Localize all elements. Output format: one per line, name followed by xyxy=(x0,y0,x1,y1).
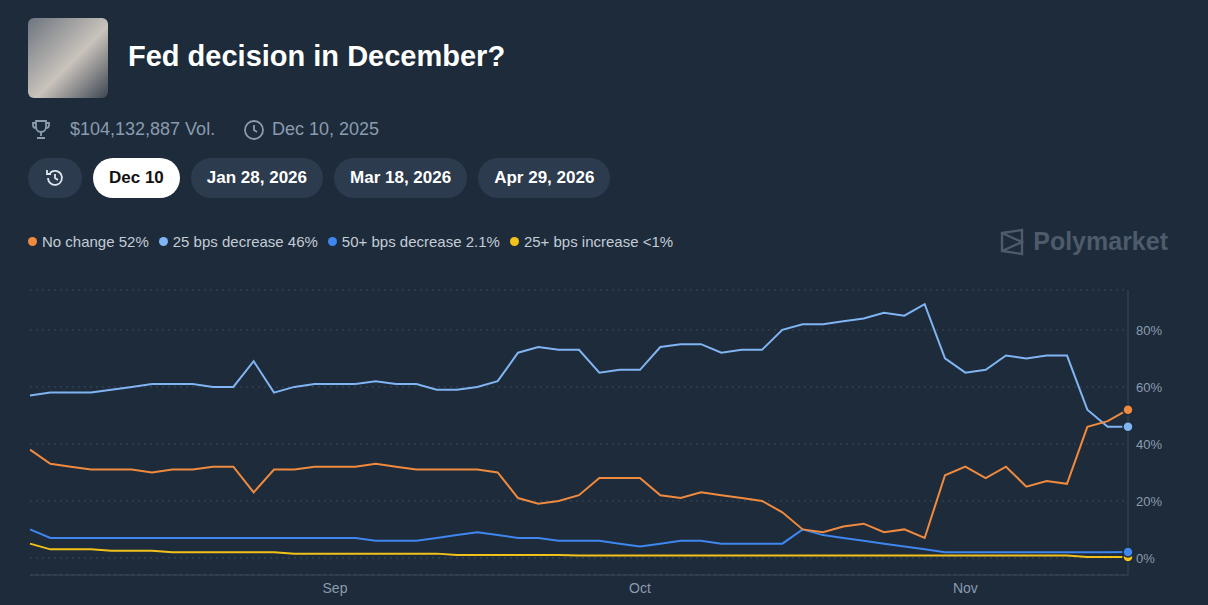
svg-text:80%: 80% xyxy=(1136,323,1162,338)
html-text:Fed decision in December?: Fed decision in December? xyxy=(128,40,506,72)
html-text:Polymarket: Polymarket xyxy=(1033,227,1168,255)
html-text:Mar 18, 2026: Mar 18, 2026 xyxy=(350,168,452,187)
html-text:50+ bps decrease 2.1%: 50+ bps decrease 2.1% xyxy=(341,233,500,250)
html-text:Dec 10, 2025: Dec 10, 2025 xyxy=(272,119,380,139)
html-text:Jan 28, 2026: Jan 28, 2026 xyxy=(206,168,307,187)
html-text:25 bps decrease 46%: 25 bps decrease 46% xyxy=(172,233,318,250)
svg-text:20%: 20% xyxy=(1136,494,1162,509)
html-text:25+ bps increase <1%: 25+ bps increase <1% xyxy=(523,233,674,250)
svg-text:60%: 60% xyxy=(1136,380,1162,395)
svg-text:Oct: Oct xyxy=(629,580,651,596)
svg-text:Sep: Sep xyxy=(323,580,348,596)
svg-text:40%: 40% xyxy=(1136,437,1162,452)
svg-text:0%: 0% xyxy=(1136,551,1155,566)
html-text:$104,132,887 Vol.: $104,132,887 Vol. xyxy=(70,119,216,139)
html-text:Apr 29, 2026: Apr 29, 2026 xyxy=(494,168,595,187)
html-text:No change 52%: No change 52% xyxy=(42,233,149,250)
html-text:Dec 10: Dec 10 xyxy=(109,168,164,187)
svg-text:Nov: Nov xyxy=(953,580,978,596)
